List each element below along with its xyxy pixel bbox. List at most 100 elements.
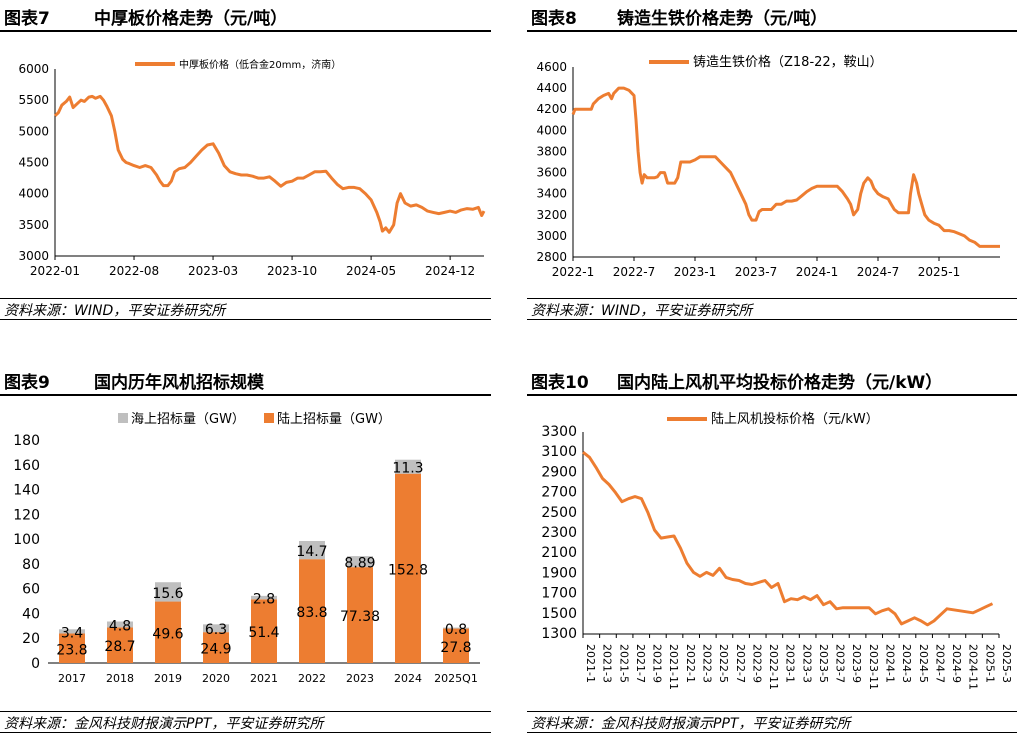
x-tick-label: 2024-05 <box>346 264 396 278</box>
y-tick-label: 2100 <box>541 545 577 561</box>
x-tick-label: 2022-01 <box>30 264 80 278</box>
x-tick-label: 2025Q1 <box>434 672 478 685</box>
bar-onshore <box>107 627 133 663</box>
x-tick-label: 2018 <box>106 672 134 685</box>
bar-offshore <box>251 595 277 600</box>
y-tick-label: 1700 <box>541 586 577 602</box>
y-tick-label: 160 <box>13 458 40 474</box>
legend-label: 铸造生铁价格（Z18-22，鞍山） <box>693 54 883 70</box>
legend-label: 陆上风机投标价格（元/kW） <box>711 411 879 427</box>
panel-wind-tender-volume: 图表9 国内历年风机招标规模 0 20 40 60 80 100 120 140 160 180 2… <box>0 364 491 741</box>
data-label-offshore: 11.3 <box>392 461 423 477</box>
x-tick-label: 2023-5 <box>817 644 830 683</box>
y-tick-label: 2700 <box>541 485 577 501</box>
y-tick-label: 180 <box>13 433 40 449</box>
x-tick-label: 2023-3 <box>800 644 813 683</box>
x-tick-label: 2023-9 <box>850 644 863 683</box>
legend-label: 中厚板价格（低合金20mm，济南） <box>179 58 341 71</box>
x-tick-label: 2023-11 <box>867 644 880 690</box>
y-tick-label: 2800 <box>536 250 567 264</box>
y-tick-label: 3100 <box>541 444 577 460</box>
x-tick-label: 2022-11 <box>767 644 780 690</box>
y-tick-label: 3800 <box>536 144 567 158</box>
y-tick-label: 4000 <box>536 123 567 137</box>
bar-offshore <box>203 624 229 633</box>
x-tick-label: 2022-1 <box>684 644 697 683</box>
x-tick-label: 2023-03 <box>188 264 238 278</box>
bar-offshore <box>107 621 133 628</box>
x-tick-label: 2022-5 <box>717 644 730 683</box>
y-tick-label: 60 <box>22 582 40 598</box>
y-tick-label: 1300 <box>541 626 577 642</box>
data-label-onshore: 23.8 <box>56 642 87 658</box>
legend-swatch-onshore <box>264 413 274 423</box>
y-tick-label: 1500 <box>541 606 577 622</box>
x-tick-label: 2017 <box>58 672 86 685</box>
y-tick-label: 3000 <box>18 249 49 263</box>
data-label-onshore: 152.8 <box>388 562 428 578</box>
x-tick-label: 2024-11 <box>967 644 980 690</box>
source-note: 资料来源：WIND，平安证券研究所 <box>0 298 491 320</box>
panel-title-bar: 图表8 铸造生铁价格走势（元/吨） <box>527 0 1017 32</box>
y-tick-label: 2500 <box>541 505 577 521</box>
y-tick-label: 3400 <box>536 187 567 201</box>
x-tick-label: 2024-1 <box>884 644 897 683</box>
panel-title-bar: 图表7 中厚板价格走势（元/吨） <box>0 0 491 32</box>
y-tick-label: 5000 <box>18 124 49 138</box>
series-line <box>571 86 1000 248</box>
x-tick-label: 2019 <box>154 672 182 685</box>
y-tick-label: 3200 <box>536 208 567 222</box>
x-tick-label: 2023-10 <box>267 264 317 278</box>
y-tick-label: 4400 <box>536 81 567 95</box>
y-tick-label: 0 <box>31 656 40 672</box>
x-tick-label: 2021-11 <box>667 644 680 690</box>
y-tick-label: 2300 <box>541 525 577 541</box>
bar-offshore <box>299 540 325 560</box>
y-tick-label: 2900 <box>541 464 577 480</box>
x-tick-label: 2021-9 <box>651 644 664 683</box>
legend-label-offshore: 海上招标量（GW） <box>131 412 245 427</box>
x-tick-label: 2024 <box>394 672 422 685</box>
legend-label-onshore: 陆上招标量（GW） <box>277 411 391 427</box>
x-tick-label: 2022-7 <box>734 644 747 683</box>
y-tick-label: 5500 <box>18 93 49 107</box>
bar-offshore <box>155 582 181 602</box>
y-tick-label: 6000 <box>18 62 49 76</box>
y-tick-label: 80 <box>22 557 40 573</box>
panel-plate-price: 图表7 中厚板价格走势（元/吨） 3000 3500 4000 4500 5000 550… <box>0 0 491 330</box>
x-tick-label: 2023 <box>346 672 374 685</box>
figure-number: 图表7 <box>4 9 50 29</box>
x-tick-label: 2021-7 <box>634 644 647 683</box>
figure-title: 中厚板价格走势（元/吨） <box>94 9 288 29</box>
x-tick-label: 2023-1 <box>784 644 797 683</box>
x-tick-label: 2024-5 <box>917 644 930 683</box>
bar-onshore <box>155 601 181 663</box>
data-label-onshore: 83.8 <box>296 605 327 621</box>
panel-pig-iron-price: 图表8 铸造生铁价格走势（元/吨） 2800 3000 3200 3400 3600 38… <box>527 0 1017 330</box>
data-label-onshore: 77.38 <box>340 609 380 625</box>
onshore-bid-price-chart: 1300 1500 1700 1900 2100 2300 2500 2700 2900 3100… <box>541 411 1013 690</box>
series-line <box>582 451 994 627</box>
bar-offshore <box>59 629 85 634</box>
x-tick-label: 2024-7 <box>857 265 900 279</box>
y-tick-label: 120 <box>13 507 40 523</box>
bar-onshore <box>347 567 373 663</box>
x-tick-label: 2024-1 <box>796 265 839 279</box>
y-tick-label: 4000 <box>18 187 49 201</box>
x-tick-label: 2025-1 <box>983 644 996 683</box>
panel-title-bar: 图表10 国内陆上风机平均投标价格走势（元/kW） <box>527 364 1017 396</box>
x-tick-label: 2024-9 <box>950 644 963 683</box>
y-tick-label: 3500 <box>18 218 49 232</box>
bar-onshore <box>203 632 229 663</box>
x-tick-label: 2022-7 <box>613 265 656 279</box>
x-tick-label: 2024-7 <box>933 644 946 683</box>
bar-onshore <box>59 633 85 663</box>
data-label-onshore: 49.6 <box>152 626 183 642</box>
bar-onshore <box>395 473 421 663</box>
x-tick-label: 2024-12 <box>425 264 475 278</box>
y-tick-label: 100 <box>13 532 40 548</box>
y-tick-label: 40 <box>22 606 40 622</box>
figure-number: 图表10 <box>531 373 589 393</box>
y-tick-label: 3000 <box>536 229 567 243</box>
y-tick-label: 4500 <box>18 156 49 170</box>
